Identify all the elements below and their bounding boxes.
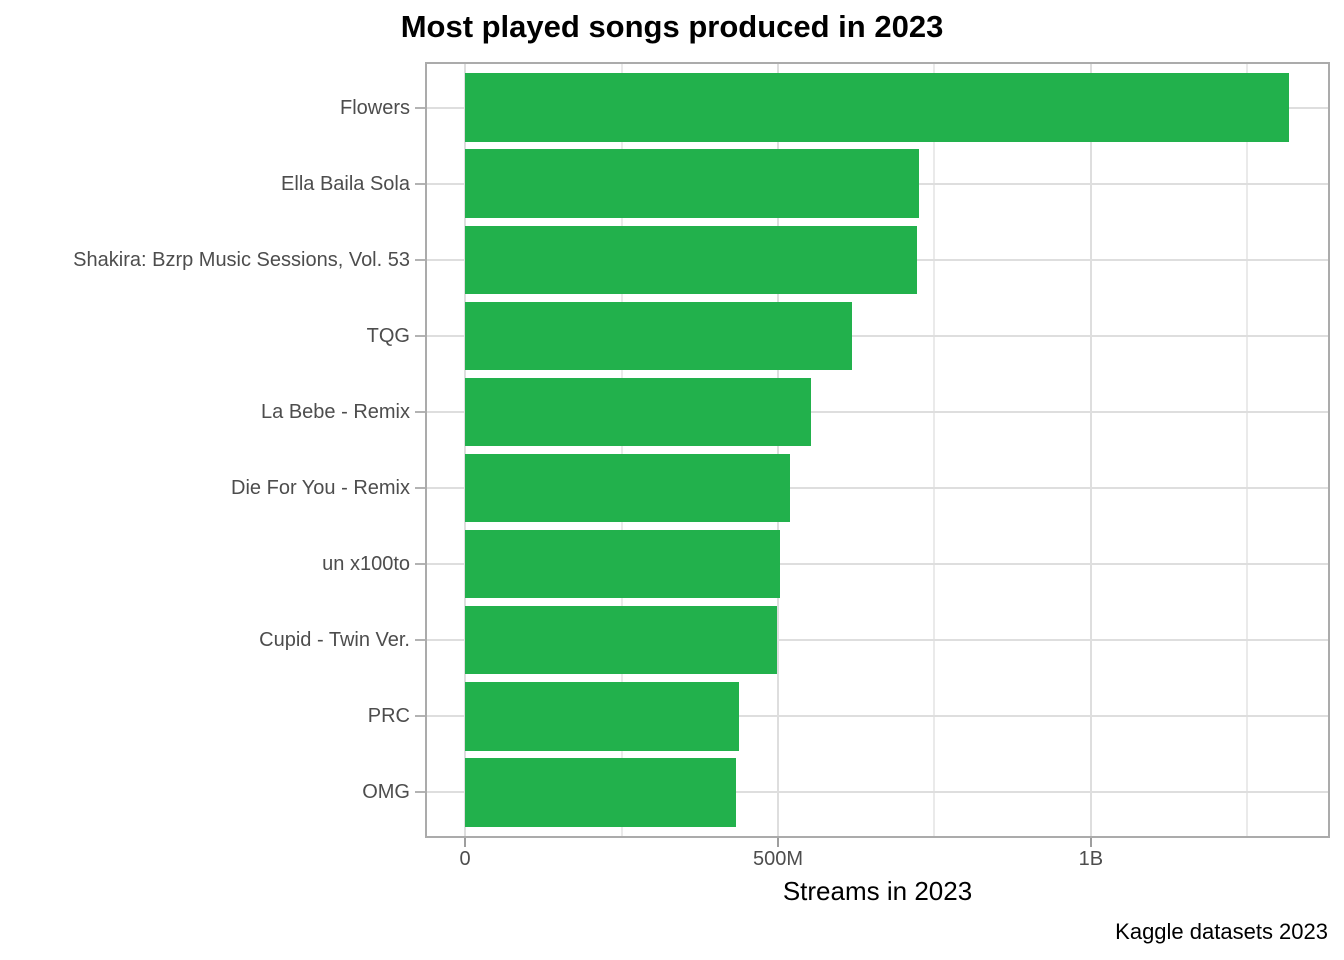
- y-axis-label: PRC: [367, 705, 410, 728]
- x-axis-title: Streams in 2023: [782, 876, 973, 906]
- y-tick: [415, 410, 425, 413]
- x-tick: [1089, 838, 1092, 847]
- bar: [465, 73, 1290, 142]
- gridline-major-horizontal: [425, 410, 1330, 413]
- gridline-major-horizontal: [425, 715, 1330, 718]
- y-axis-label: Flowers: [339, 96, 410, 119]
- chart-title: Most played songs produced in 2023: [400, 9, 944, 44]
- y-axis-label: Cupid - Twin Ver.: [259, 629, 410, 652]
- bar: [465, 301, 853, 371]
- gridline-major-horizontal: [425, 563, 1330, 566]
- gridline-major-vertical: [776, 62, 779, 838]
- gridline-major-vertical: [1089, 62, 1092, 838]
- bar: [465, 529, 781, 599]
- y-axis-label: Ella Baila Sola: [281, 172, 410, 195]
- y-axis-label: Die For You - Remix: [231, 477, 410, 500]
- gridline-minor-vertical: [1246, 62, 1249, 838]
- y-tick: [415, 182, 425, 185]
- y-axis-label: TQG: [366, 324, 410, 347]
- chart-caption: Kaggle datasets 2023: [1115, 919, 1328, 944]
- x-tick: [776, 838, 779, 847]
- gridline-major-horizontal: [425, 487, 1330, 490]
- y-tick: [415, 487, 425, 490]
- gridline-major-horizontal: [425, 334, 1330, 337]
- bar: [465, 225, 917, 295]
- y-axis-label: La Bebe - Remix: [261, 400, 410, 423]
- gridline-minor-vertical: [620, 62, 623, 838]
- bar: [465, 758, 737, 827]
- y-tick: [415, 334, 425, 337]
- x-tick: [464, 838, 467, 847]
- bar: [465, 682, 740, 751]
- y-tick: [415, 106, 425, 109]
- x-tick-label: 500M: [752, 848, 803, 870]
- y-tick: [415, 258, 425, 261]
- y-axis-label: Shakira: Bzrp Music Sessions, Vol. 53: [73, 248, 410, 271]
- bar: [465, 377, 812, 447]
- y-tick: [415, 639, 425, 642]
- bar: [465, 149, 919, 218]
- y-tick: [415, 715, 425, 718]
- y-tick: [415, 563, 425, 566]
- y-tick: [415, 791, 425, 794]
- gridline-minor-vertical: [933, 62, 936, 838]
- y-axis-labels: Flowers Ella Baila Sola Shakira: Bzrp Musi…: [0, 62, 410, 838]
- y-axis-label: OMG: [362, 781, 410, 804]
- gridline-major-horizontal: [425, 791, 1330, 794]
- bar: [465, 605, 777, 675]
- x-tick-label: 1B: [1078, 848, 1104, 870]
- plot-panel: 0 500M 1B: [415, 62, 1330, 870]
- y-axis-label: un x100to: [322, 553, 410, 576]
- x-tick-label: 0: [459, 848, 471, 870]
- bar: [465, 453, 791, 523]
- gridline-major-horizontal: [425, 639, 1330, 642]
- gridline-major-vertical: [464, 62, 467, 838]
